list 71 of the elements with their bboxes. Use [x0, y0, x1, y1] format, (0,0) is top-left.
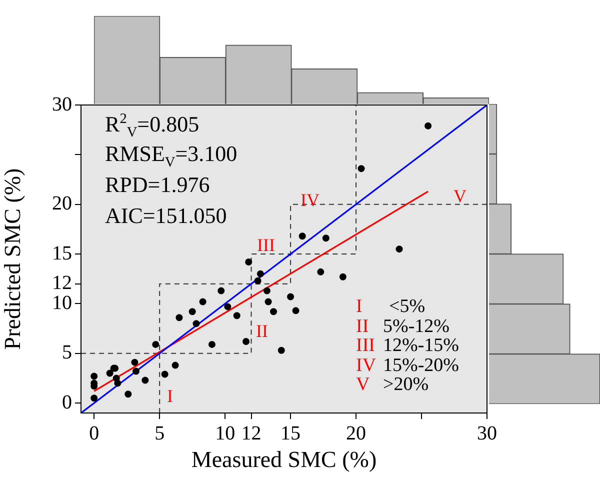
annotation: 12%-15% [383, 335, 459, 356]
annotation: I [356, 296, 362, 317]
point [292, 307, 300, 314]
annotation: IV [356, 354, 376, 376]
point [131, 358, 138, 366]
annotation: V [454, 186, 466, 206]
annotation: AIC=151.050 [105, 203, 227, 228]
annotation: 15%-20% [383, 354, 459, 376]
point [142, 376, 149, 384]
point [358, 165, 365, 172]
point [90, 394, 98, 402]
annotation: V [356, 374, 370, 395]
point [172, 362, 179, 369]
point [245, 258, 252, 266]
y-tick-label: 15 [52, 242, 72, 264]
x-tick-label: 20 [346, 422, 366, 444]
point [339, 273, 346, 280]
point [254, 277, 262, 284]
x-tick-label: 0 [89, 422, 100, 444]
point [199, 298, 206, 306]
point [270, 308, 278, 316]
y-tick-label: 5 [62, 342, 72, 364]
annotation: III [257, 235, 275, 255]
point [124, 390, 132, 398]
point [287, 293, 294, 300]
point [176, 314, 183, 322]
point [152, 340, 160, 348]
annotation: R$^{2}$$_{V}$=0.805 [105, 111, 200, 141]
annotation: RMSE$_{V}$=3.100 [105, 141, 238, 170]
y-axis-title: Predicted SMC (%) [0, 168, 25, 350]
point [242, 338, 250, 345]
y-tick-label: 30 [52, 93, 72, 116]
annotation: <5% [389, 296, 426, 317]
annotation: >20% [383, 374, 429, 395]
point [132, 368, 140, 375]
y-tick-label: 20 [52, 192, 72, 215]
x-tick-label: 10 [215, 422, 236, 444]
point [106, 370, 114, 377]
annotation: III [356, 335, 375, 356]
x-tick-label: 15 [280, 422, 301, 444]
point [218, 287, 225, 294]
annotation: I [167, 386, 173, 406]
y-tick-label: 0 [62, 391, 72, 414]
y-tick-label: 10 [52, 292, 72, 314]
point [188, 308, 196, 316]
point [424, 122, 432, 130]
point [322, 234, 330, 242]
point [396, 246, 403, 253]
annotation: RPD=1.976 [105, 172, 210, 197]
point [263, 287, 270, 294]
annotation: II [356, 316, 369, 336]
point [114, 380, 122, 387]
x-tick-label: 5 [154, 422, 165, 444]
point [317, 268, 324, 276]
point [264, 298, 272, 306]
annotation: II [256, 321, 268, 341]
annotation: 5%-12% [383, 316, 450, 336]
x-axis-title: Measured SMC (%) [191, 447, 377, 472]
x-tick-label: 12 [241, 422, 262, 444]
point [161, 370, 168, 378]
y-tick-label: 12 [52, 272, 72, 294]
point [224, 303, 232, 310]
point [192, 320, 200, 328]
point [233, 312, 240, 320]
annotation: IV [300, 190, 320, 210]
point [90, 372, 98, 380]
point [208, 340, 216, 348]
point [298, 232, 306, 240]
point [278, 346, 285, 354]
point [256, 270, 264, 278]
x-tick-label: 30 [477, 422, 497, 444]
